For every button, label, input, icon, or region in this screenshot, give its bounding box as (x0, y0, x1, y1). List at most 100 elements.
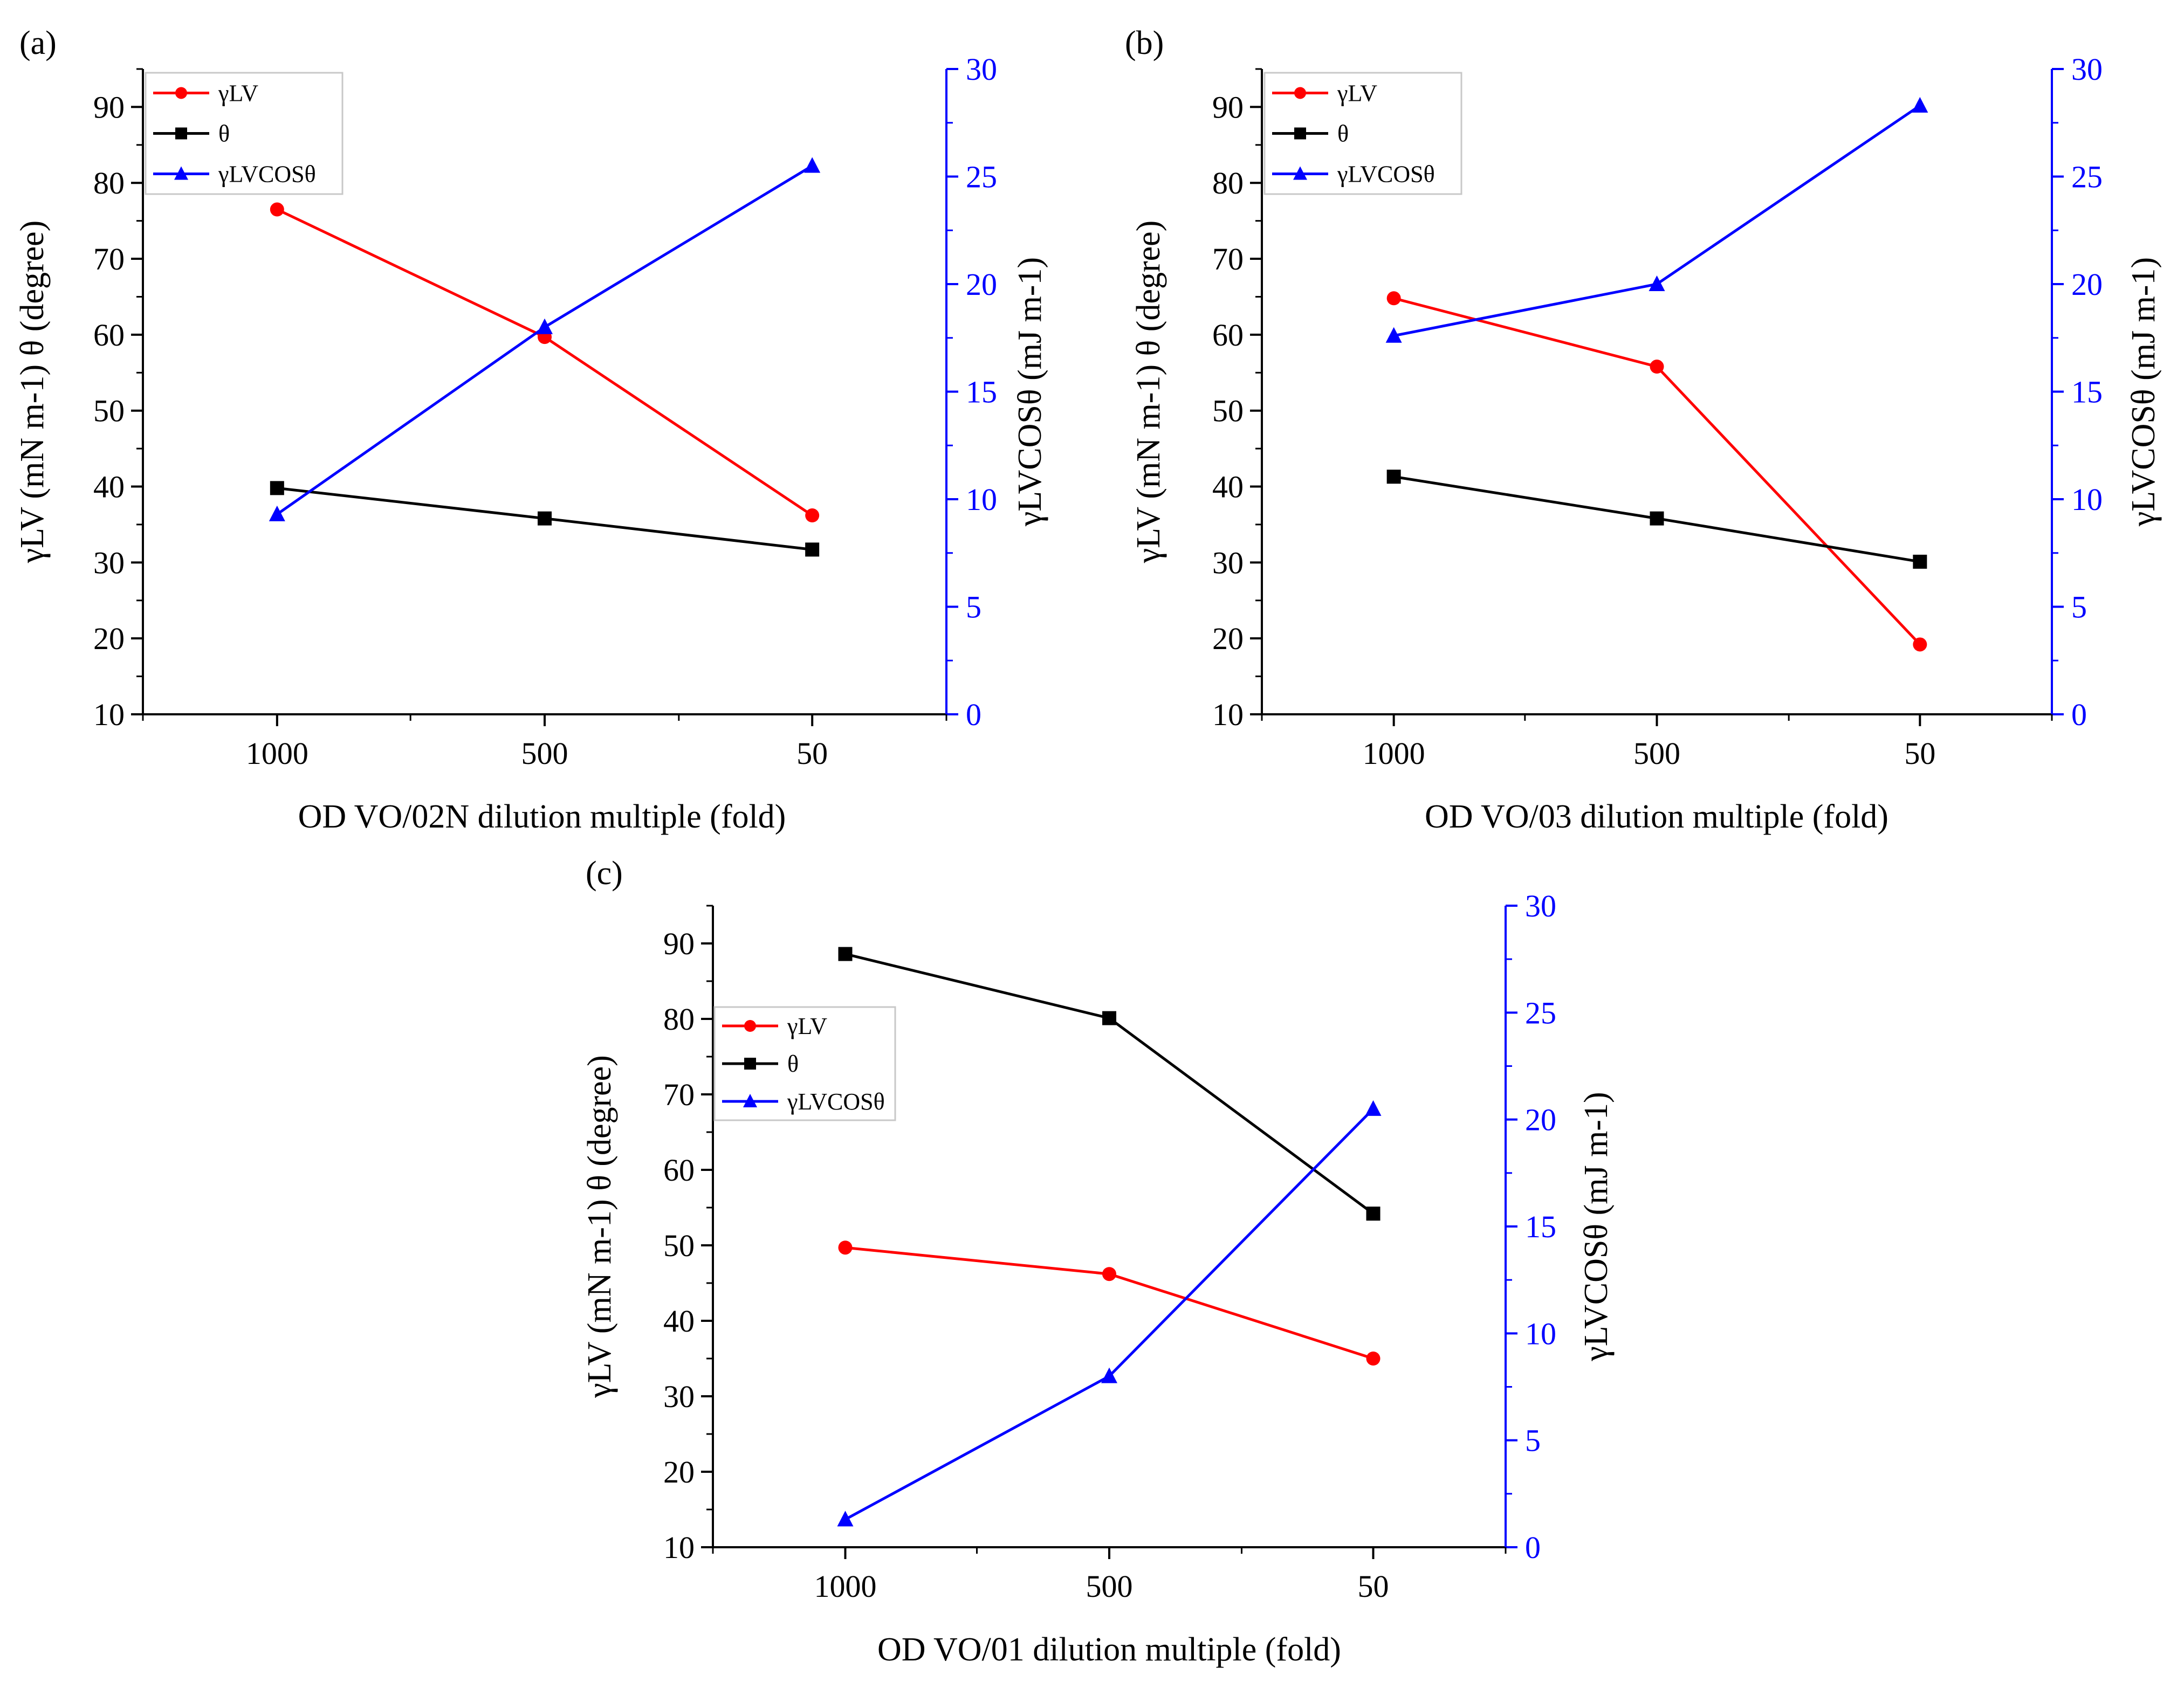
x-axis-label: OD VO/03 dilution multiple (fold) (1425, 798, 1888, 835)
legend-label: γLV (218, 80, 258, 107)
legend-label: θ (787, 1051, 799, 1077)
y-right-tick-label: 25 (966, 160, 997, 195)
series-line (276, 208, 813, 517)
y-left-tick-label: 60 (1212, 318, 1244, 353)
panel-c: (c) 10 20 30 40 50 60 70 80 90 0 5 10 15 20 25 30 1000 50… (581, 855, 1615, 1668)
y-right-tick-label: 5 (1525, 1423, 1541, 1458)
x-tick-label: 50 (796, 736, 828, 771)
y-left-tick-label: 70 (663, 1077, 695, 1112)
x-tick-label: 500 (1633, 736, 1680, 771)
y-left-tick-label: 90 (663, 926, 695, 961)
x-tick-label: 1000 (1363, 736, 1425, 771)
y-left-tick-label: 50 (93, 394, 125, 429)
legend-label: γLVCOSθ (1337, 161, 1435, 188)
data-point (837, 1511, 854, 1527)
data-point (804, 157, 821, 173)
data-point (1386, 470, 1401, 484)
x-tick-label: 500 (1086, 1569, 1133, 1604)
y-left-tick-label: 60 (663, 1153, 695, 1188)
y-right-tick-label: 20 (2071, 267, 2103, 302)
data-point (538, 511, 552, 526)
y-left-tick-label: 30 (93, 545, 125, 580)
y-left-tick-label: 20 (663, 1454, 695, 1490)
y-right-tick-label: 10 (966, 482, 997, 517)
legend-label: γLV (787, 1013, 827, 1039)
data-point (1365, 1100, 1382, 1116)
data-point (1913, 554, 1927, 569)
y-right-tick-label: 5 (966, 590, 981, 625)
data-point (805, 542, 820, 557)
series-line (1393, 297, 1921, 646)
y-left-tick-label: 90 (1212, 89, 1244, 125)
x-tick-label: 500 (521, 736, 568, 771)
data-point (270, 481, 284, 495)
legend-marker (743, 1094, 757, 1107)
y-right-tick-label: 20 (966, 267, 997, 302)
plot-area-c: 10 20 30 40 50 60 70 80 90 0 5 10 15 20 25 30 1000 500 50 O… (581, 888, 1615, 1668)
y-right-tick-label: 20 (1525, 1102, 1556, 1138)
legend-marker (1293, 166, 1307, 180)
plot-area-b: 10 20 30 40 50 60 70 80 90 0 5 10 15 20 25 30 1000 500 50 O… (1130, 52, 2162, 835)
y-left-tick-label: 70 (93, 242, 125, 277)
data-point (1386, 291, 1401, 306)
panel-b: (b) 10 20 30 40 50 60 70 80 90 0 5 10 15 20 25 30 1000 50… (1125, 25, 2162, 835)
y-right-axis-label: γLVCOSθ (mJ m-1) (1012, 257, 1048, 527)
y-right-tick-label: 15 (1525, 1209, 1556, 1244)
y-right-tick-label: 15 (966, 375, 997, 410)
data-point (1102, 1011, 1116, 1025)
y-right-tick-label: 0 (966, 697, 981, 732)
data-point (1650, 360, 1664, 374)
y-left-tick-label: 30 (1212, 545, 1244, 580)
legend-marker (175, 87, 187, 99)
data-point (1649, 275, 1665, 291)
legend-label: γLVCOSθ (218, 161, 316, 188)
series-line (844, 1108, 1375, 1521)
legend-marker (175, 127, 187, 140)
legend-label: γLV (1337, 80, 1377, 107)
y-right-tick-label: 30 (1525, 888, 1556, 923)
data-point (1102, 1267, 1116, 1281)
x-tick-label: 50 (1904, 736, 1935, 771)
data-point (1650, 511, 1664, 526)
data-point (269, 505, 285, 521)
data-point (1913, 637, 1927, 652)
series-line (844, 953, 1374, 1215)
y-right-tick-label: 10 (1525, 1316, 1556, 1351)
y-right-tick-label: 30 (2071, 52, 2103, 87)
y-right-tick-label: 25 (1525, 995, 1556, 1030)
panel-label: (c) (586, 855, 623, 892)
y-left-tick-label: 80 (93, 166, 125, 201)
legend-marker (174, 166, 188, 180)
panel-label: (b) (1125, 25, 1164, 61)
y-left-tick-label: 70 (1212, 242, 1244, 277)
y-right-tick-label: 0 (1525, 1530, 1541, 1565)
y-left-tick-label: 60 (93, 318, 125, 353)
y-left-axis-label: γLV (mN m-1) θ (degree) (1130, 220, 1167, 564)
y-left-tick-label: 80 (1212, 166, 1244, 201)
legend-c: γLV θ γLVCOSθ (713, 1006, 896, 1121)
x-axis-label: OD VO/02N dilution multiple (fold) (298, 798, 786, 835)
y-right-tick-label: 15 (2071, 375, 2103, 410)
y-left-tick-label: 20 (93, 621, 125, 656)
data-point (1385, 327, 1402, 343)
x-tick-label: 1000 (246, 736, 308, 771)
data-point (838, 947, 853, 961)
y-left-axis-label: γLV (mN m-1) θ (degree) (14, 220, 51, 564)
legend-marker (744, 1020, 756, 1032)
y-left-tick-label: 10 (1212, 697, 1244, 732)
y-left-tick-label: 40 (1212, 470, 1244, 505)
legend-label: γLVCOSθ (787, 1088, 885, 1115)
legend-label: θ (218, 121, 230, 147)
y-right-tick-label: 25 (2071, 160, 2103, 195)
x-axis-label: OD VO/01 dilution multiple (fold) (877, 1631, 1341, 1668)
plot-area-a: 10 20 30 40 50 60 70 80 90 0 5 10 15 20 25 30 1000 500 50 O… (14, 52, 1048, 835)
y-left-tick-label: 20 (1212, 621, 1244, 656)
y-right-tick-label: 10 (2071, 482, 2103, 517)
y-left-tick-label: 40 (663, 1304, 695, 1339)
panel-a: (a) 10 20 30 40 50 60 70 80 90 0 5 10 15 20 25 30 1000 50… (14, 25, 1048, 835)
data-point (1912, 96, 1928, 113)
y-left-tick-label: 50 (663, 1228, 695, 1263)
legend-marker (1294, 87, 1306, 99)
y-right-axis-label: γLVCOSθ (mJ m-1) (2125, 257, 2162, 527)
